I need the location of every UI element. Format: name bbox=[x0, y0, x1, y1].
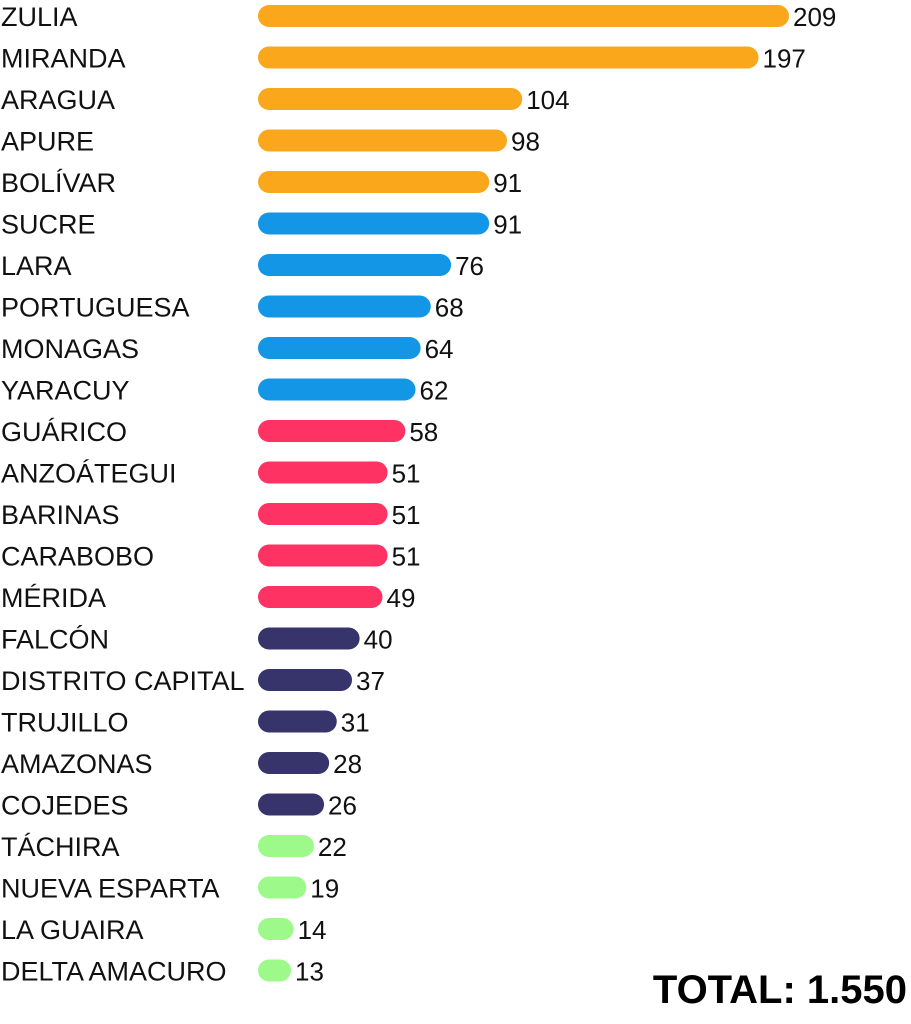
value-label: 19 bbox=[310, 874, 339, 904]
value-label: 28 bbox=[333, 749, 362, 779]
category-label: MIRANDA bbox=[1, 44, 126, 74]
category-label: CARABOBO bbox=[1, 542, 154, 572]
value-label: 58 bbox=[409, 417, 438, 447]
bar bbox=[258, 212, 490, 235]
bar bbox=[258, 959, 292, 982]
bar bbox=[258, 129, 507, 152]
value-label: 14 bbox=[298, 915, 327, 945]
bar bbox=[258, 420, 406, 442]
value-label: 68 bbox=[435, 293, 464, 323]
category-label: PORTUGUESA bbox=[1, 293, 190, 323]
bar bbox=[258, 586, 383, 608]
category-label: AMAZONAS bbox=[1, 749, 153, 779]
bar bbox=[258, 835, 314, 857]
category-label: COJEDES bbox=[1, 791, 129, 821]
bar bbox=[258, 378, 416, 401]
bar bbox=[258, 88, 523, 110]
category-label: DISTRITO CAPITAL bbox=[1, 666, 245, 696]
category-label: LA GUAIRA bbox=[1, 915, 144, 945]
category-label: SUCRE bbox=[1, 210, 96, 240]
category-label: ZULIA bbox=[1, 2, 78, 32]
value-label: 51 bbox=[392, 500, 421, 530]
category-label: YARACUY bbox=[1, 376, 130, 406]
bar bbox=[258, 627, 360, 650]
bar bbox=[258, 793, 325, 816]
category-label: TÁCHIRA bbox=[1, 832, 120, 862]
value-label: 98 bbox=[511, 127, 540, 157]
value-label: 197 bbox=[763, 44, 806, 74]
bar bbox=[258, 46, 759, 69]
value-label: 209 bbox=[793, 2, 836, 32]
category-label: DELTA AMACURO bbox=[1, 957, 227, 987]
value-label: 13 bbox=[295, 957, 324, 987]
category-label: MONAGAS bbox=[1, 334, 139, 364]
bar bbox=[258, 295, 431, 318]
value-label: 26 bbox=[328, 791, 357, 821]
category-label: FALCÓN bbox=[1, 624, 109, 655]
value-label: 51 bbox=[392, 459, 421, 489]
value-label: 51 bbox=[392, 542, 421, 572]
category-label: ANZOÁTEGUI bbox=[1, 459, 177, 489]
value-label: 62 bbox=[420, 376, 449, 406]
bar bbox=[258, 544, 388, 567]
category-label: MÉRIDA bbox=[1, 583, 106, 613]
bar bbox=[258, 254, 452, 276]
category-label: NUEVA ESPARTA bbox=[1, 874, 220, 904]
value-label: 37 bbox=[356, 666, 385, 696]
bar bbox=[258, 710, 337, 733]
value-label: 40 bbox=[364, 625, 393, 655]
bar bbox=[258, 669, 353, 691]
bar bbox=[258, 876, 307, 899]
value-label: 64 bbox=[425, 334, 454, 364]
value-label: 49 bbox=[386, 583, 415, 613]
value-label: 31 bbox=[341, 708, 370, 738]
bar bbox=[258, 5, 789, 27]
category-label: BARINAS bbox=[1, 500, 120, 530]
value-label: 76 bbox=[455, 251, 484, 281]
bar bbox=[258, 918, 294, 940]
value-label: 91 bbox=[493, 210, 522, 240]
total-label: TOTAL: 1.550 bbox=[652, 968, 907, 1012]
value-label: 104 bbox=[526, 85, 569, 115]
bar bbox=[258, 461, 388, 484]
bar bbox=[258, 171, 490, 193]
category-label: GUÁRICO bbox=[1, 417, 127, 447]
category-label: TRUJILLO bbox=[1, 708, 129, 738]
value-label: 22 bbox=[318, 832, 347, 862]
bar bbox=[258, 337, 421, 359]
category-label: ARAGUA bbox=[1, 85, 115, 115]
category-label: APURE bbox=[1, 127, 94, 157]
bar bbox=[258, 503, 388, 525]
value-label: 91 bbox=[493, 168, 522, 198]
category-label: BOLÍVAR bbox=[1, 168, 116, 198]
category-label: LARA bbox=[1, 251, 72, 281]
bar bbox=[258, 752, 330, 774]
